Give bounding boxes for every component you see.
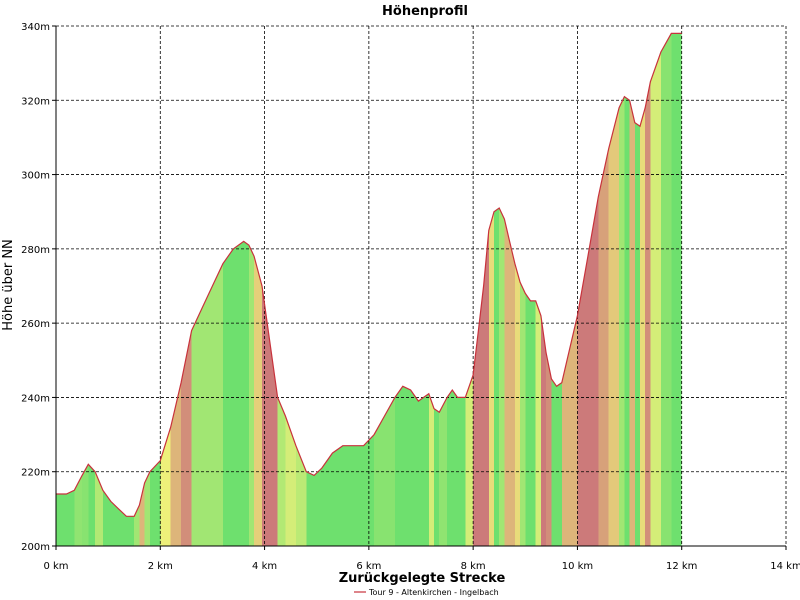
chart-title: Höhenprofil [382,4,468,19]
x-tick-label: 2 km [148,561,173,572]
legend-label: Tour 9 - Altenkirchen - Ingelbach [368,588,499,597]
x-tick-label: 14 km [770,561,800,572]
y-tick-label: 300m [21,171,50,182]
legend: Tour 9 - Altenkirchen - Ingelbach [354,588,499,597]
y-tick-label: 240m [21,393,50,404]
y-tick-label: 280m [21,245,50,256]
x-tick-label: 8 km [461,561,486,572]
x-ticks: 0 km 2 km 4 km 6 km 8 km 10 km 12 km 14 km [43,546,800,572]
x-tick-label: 10 km [562,561,593,572]
y-axis-label: Höhe über NN [1,239,16,331]
x-axis-label: Zurückgelegte Strecke [339,571,506,586]
y-tick-label: 260m [21,319,50,330]
axes [55,26,786,547]
elevation-line [56,32,682,517]
x-tick-label: 0 km [43,561,68,572]
x-tick-label: 12 km [666,561,697,572]
x-tick-label: 6 km [356,561,381,572]
y-tick-label: 340m [21,22,50,33]
y-tick-label: 320m [21,96,50,107]
x-tick-label: 4 km [252,561,277,572]
y-tick-label: 200m [21,542,50,553]
y-tick-label: 220m [21,468,50,479]
y-ticks: 200m 220m 240m 260m 280m 300m 320m 340m [21,22,56,553]
